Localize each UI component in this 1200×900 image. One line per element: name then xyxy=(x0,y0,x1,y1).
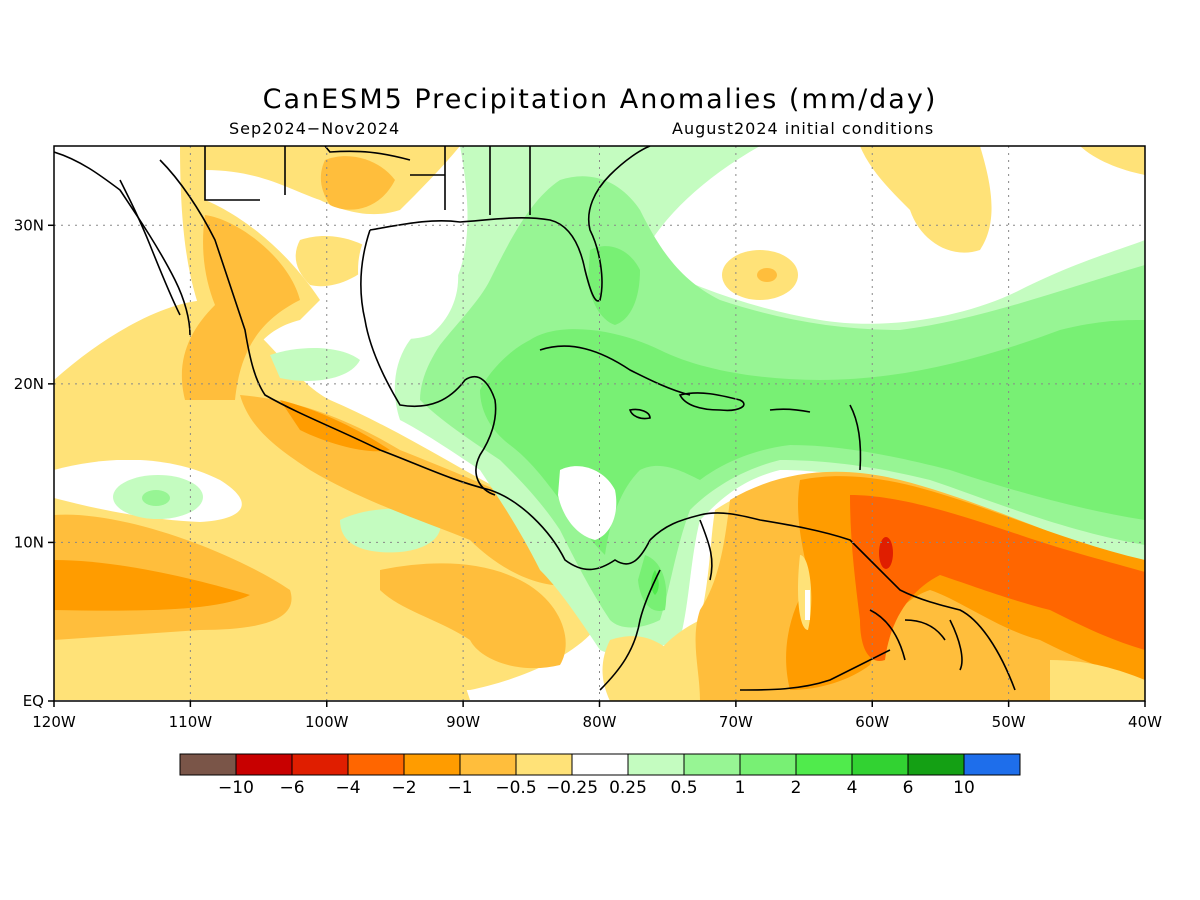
initial-conditions-label: August2024 initial conditions xyxy=(672,119,935,138)
colorbar-swatch xyxy=(179,753,237,776)
anomaly-shading xyxy=(54,146,1145,701)
colorbar-label: −10 xyxy=(218,778,254,798)
colorbar-swatch xyxy=(851,753,909,776)
colorbar-swatch xyxy=(347,753,405,776)
colorbar-swatch xyxy=(235,753,293,776)
colorbar-swatch xyxy=(627,753,685,776)
colorbar-label: −0.25 xyxy=(546,778,598,798)
colorbar-swatch xyxy=(291,753,349,776)
colorbar-swatch xyxy=(571,753,629,776)
longitude-axis: 120W 110W 100W 90W 80W 70W 60W 50W 40W xyxy=(32,701,1162,731)
colorbar-label: −2 xyxy=(391,778,416,798)
x-tick-label: 50W xyxy=(992,713,1026,731)
colorbar-label: −4 xyxy=(335,778,360,798)
colorbar-label: −6 xyxy=(279,778,304,798)
colorbar-swatch xyxy=(963,753,1021,776)
colorbar xyxy=(179,753,1021,776)
colorbar-swatch xyxy=(683,753,741,776)
colorbar-label: 6 xyxy=(903,778,914,798)
graticule xyxy=(54,146,1145,701)
y-tick-label: EQ xyxy=(23,692,44,710)
x-tick-label: 60W xyxy=(855,713,889,731)
x-tick-label: 90W xyxy=(446,713,480,731)
y-tick-label: 30N xyxy=(14,216,44,234)
y-tick-label: 10N xyxy=(14,533,44,551)
x-tick-label: 80W xyxy=(583,713,617,731)
y-tick-label: 20N xyxy=(14,375,44,393)
colorbar-swatch xyxy=(403,753,461,776)
map-title: CanESM5 Precipitation Anomalies (mm/day) xyxy=(262,84,938,115)
colorbar-swatch xyxy=(739,753,797,776)
colorbar-label: −1 xyxy=(447,778,472,798)
colorbar-label: 1 xyxy=(735,778,746,798)
colorbar-label: 0.25 xyxy=(609,778,647,798)
x-tick-label: 40W xyxy=(1128,713,1162,731)
colorbar-label: −0.5 xyxy=(495,778,536,798)
x-tick-label: 70W xyxy=(719,713,753,731)
colorbar-label: 2 xyxy=(791,778,802,798)
colorbar-swatch xyxy=(795,753,853,776)
colorbar-label: 0.5 xyxy=(670,778,697,798)
colorbar-labels: −10 −6 −4 −2 −1 −0.5 −0.25 0.25 0.5 1 2 4 6 10 xyxy=(218,778,975,798)
latitude-axis: EQ 10N 20N 30N xyxy=(14,216,54,710)
colorbar-swatch xyxy=(459,753,517,776)
x-tick-label: 110W xyxy=(169,713,213,731)
x-tick-label: 120W xyxy=(32,713,76,731)
season-label: Sep2024−Nov2024 xyxy=(229,119,401,138)
colorbar-label: 10 xyxy=(953,778,975,798)
x-tick-label: 100W xyxy=(305,713,349,731)
coastlines xyxy=(54,146,1016,691)
colorbar-swatch xyxy=(907,753,965,776)
colorbar-swatch xyxy=(515,753,573,776)
colorbar-label: 4 xyxy=(847,778,858,798)
